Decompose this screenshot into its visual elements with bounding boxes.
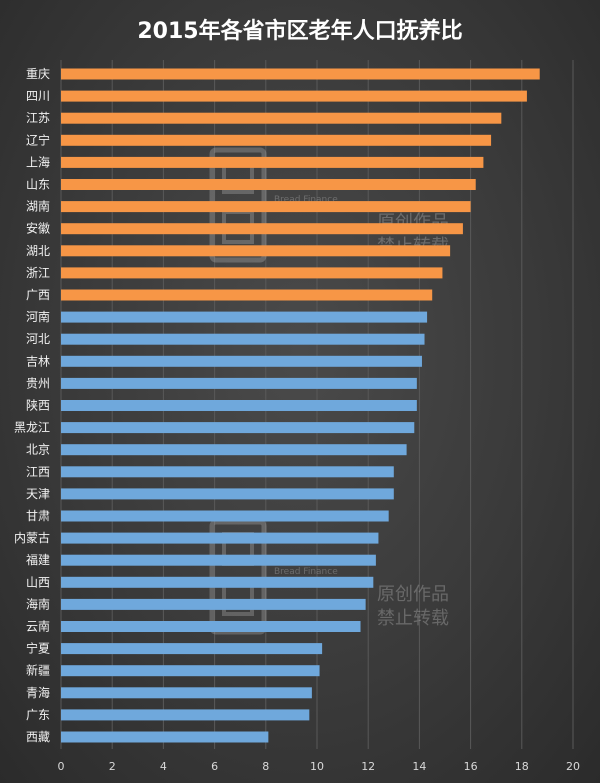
x-tick-label: 14 <box>412 760 426 773</box>
category-label: 新疆 <box>26 663 50 678</box>
bar <box>61 179 476 190</box>
category-label: 内蒙古 <box>14 530 50 545</box>
bar <box>61 289 433 301</box>
bar <box>61 90 527 102</box>
bars <box>61 68 540 743</box>
svg-text:禁止转载: 禁止转载 <box>377 608 449 629</box>
category-label: 青海 <box>26 685 50 700</box>
category-label: 河南 <box>26 309 50 324</box>
bar <box>61 201 471 213</box>
bar <box>61 532 379 544</box>
x-tick-label: 8 <box>262 760 269 773</box>
bar <box>61 709 310 721</box>
x-tick-label: 18 <box>515 760 529 773</box>
bar <box>61 554 376 566</box>
bar <box>61 377 417 389</box>
category-label: 四川 <box>26 89 50 103</box>
x-tick-label: 4 <box>160 760 167 773</box>
category-label: 湖南 <box>26 199 50 214</box>
category-label: 江西 <box>26 465 50 479</box>
bar <box>61 687 312 699</box>
bar <box>61 267 443 279</box>
category-label: 贵州 <box>26 376 50 390</box>
category-label: 河北 <box>26 332 50 346</box>
bar <box>61 333 425 345</box>
bar <box>61 665 320 677</box>
category-label: 上海 <box>26 154 50 169</box>
x-tick-label: 0 <box>58 760 65 773</box>
category-label: 海南 <box>26 596 50 611</box>
x-tick-label: 16 <box>464 760 478 773</box>
category-label: 天津 <box>26 487 50 501</box>
category-label: 宁夏 <box>26 641 50 656</box>
category-label: 湖北 <box>26 243 50 258</box>
bar <box>61 643 323 655</box>
bar <box>61 422 415 434</box>
category-label: 重庆 <box>26 67 50 81</box>
category-label: 陕西 <box>26 398 50 413</box>
category-label: 福建 <box>26 552 50 567</box>
chart-title: 2015年各省市区老年人口抚养比 <box>137 18 462 44</box>
bar <box>61 576 374 588</box>
category-label: 广东 <box>26 708 50 722</box>
bar <box>61 621 361 632</box>
svg-text:原创作品: 原创作品 <box>377 584 449 605</box>
bar <box>61 156 484 168</box>
bar <box>61 510 389 522</box>
bar <box>61 134 492 146</box>
category-label: 安徽 <box>26 221 50 236</box>
bar <box>61 311 428 323</box>
category-label: 江苏 <box>26 111 50 125</box>
category-label: 北京 <box>26 443 50 457</box>
bar <box>61 355 422 367</box>
svg-text:Bread Finance: Bread Finance <box>274 195 338 205</box>
bar <box>61 68 540 80</box>
category-label: 吉林 <box>26 354 50 368</box>
category-label: 辽宁 <box>26 132 50 147</box>
x-tick-label: 20 <box>566 760 580 773</box>
category-label: 浙江 <box>26 266 50 280</box>
x-tick-label: 2 <box>109 760 116 773</box>
x-tick-label: 6 <box>211 760 218 773</box>
category-label: 云南 <box>26 619 50 634</box>
bar <box>61 466 394 478</box>
category-label: 西藏 <box>26 730 50 744</box>
x-tick-label: 12 <box>361 760 375 773</box>
bar <box>61 444 407 456</box>
svg-text:Bread Finance: Bread Finance <box>274 567 338 577</box>
category-label: 山东 <box>26 178 50 192</box>
bar <box>61 245 451 257</box>
bar <box>61 731 269 743</box>
bar <box>61 400 417 411</box>
category-labels: 重庆四川江苏辽宁上海山东湖南安徽湖北浙江广西河南河北吉林贵州陕西黑龙江北京江西天… <box>14 67 50 744</box>
x-tick-label: 10 <box>310 760 324 773</box>
x-axis-ticks: 0 2 4 6 8 10 12 14 16 18 20 <box>58 760 581 773</box>
category-label: 黑龙江 <box>14 421 50 435</box>
bar <box>61 598 366 610</box>
category-label: 广西 <box>26 288 50 302</box>
bar <box>61 488 394 500</box>
bar <box>61 223 463 235</box>
category-label: 山西 <box>26 575 50 589</box>
bar <box>61 112 502 124</box>
category-label: 甘肃 <box>26 509 50 523</box>
